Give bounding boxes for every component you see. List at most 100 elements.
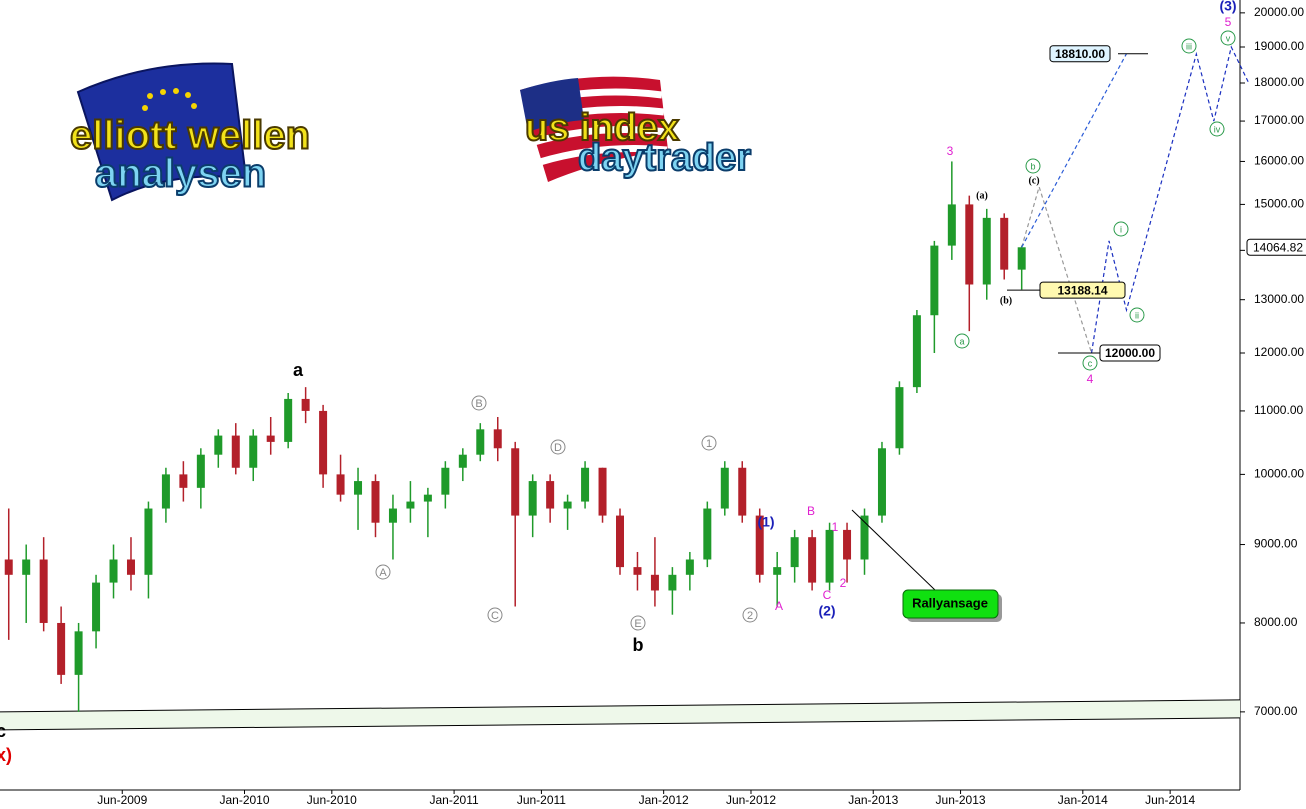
candle-body (1000, 217, 1009, 270)
support-line (0, 717, 1241, 731)
wave-circle (1181, 38, 1197, 54)
wave-label: i (1120, 224, 1122, 234)
y-tick-label: 8000.00 (1254, 615, 1298, 629)
candle-body (720, 467, 729, 509)
candle-body (423, 494, 432, 502)
level-box (1039, 281, 1126, 299)
x-tick-label: Jun-2012 (726, 793, 776, 807)
x-tick-label: Jan-2013 (848, 793, 898, 807)
y-tick-label: 12000.00 (1254, 345, 1304, 359)
wave-circle (471, 395, 487, 411)
wave-label: 3 (947, 144, 954, 158)
wave-label: c (1088, 358, 1093, 368)
candle-body (109, 559, 118, 583)
logo-text: analysen (95, 152, 266, 196)
wave-circle (630, 615, 646, 631)
wave-label: 2 (840, 576, 847, 590)
candle-body (354, 481, 363, 495)
logo-text: daytrader (578, 137, 751, 179)
candle-body (511, 448, 520, 516)
candle-body (179, 474, 188, 488)
wave-label: B (475, 398, 482, 410)
wave-label: b (1030, 161, 1035, 171)
wave-circle (1025, 158, 1041, 174)
wave-label: (1) (757, 514, 774, 530)
support-band (0, 699, 1240, 730)
candle-body (703, 508, 712, 560)
wave-label: C (491, 610, 499, 622)
candle-body (249, 435, 258, 468)
candle-body (790, 537, 799, 568)
candle-body (266, 435, 275, 442)
wave-circle (1209, 121, 1225, 137)
candle-body (39, 559, 48, 623)
candle-body (685, 559, 694, 575)
callout-text: Rallyansage (912, 595, 988, 610)
wave-circle (701, 435, 717, 451)
candle-body (808, 537, 817, 583)
wave-label: ii (1135, 310, 1139, 320)
candle-body (563, 501, 572, 509)
logo-text: elliott wellen (70, 114, 310, 158)
wave-label: a (293, 360, 304, 380)
y-tick-label: 11000.00 (1254, 403, 1303, 417)
candle-body (458, 454, 467, 468)
candle-body (843, 529, 852, 560)
x-tick-label: Jun-2014 (1145, 793, 1195, 807)
wave-circle (1129, 307, 1145, 323)
projection-line (1021, 53, 1128, 248)
y-tick-label: 16000.00 (1254, 154, 1304, 168)
wave-label: 2 (747, 610, 753, 622)
level-box (1099, 344, 1161, 362)
wave-label: (a) (976, 190, 988, 201)
wave-circle (1220, 30, 1236, 46)
candle-body (825, 529, 834, 583)
logo-text: us index (525, 107, 679, 149)
wave-circle (487, 607, 503, 623)
candle-body (161, 474, 170, 509)
wave-label: b (633, 635, 644, 655)
level-label: 18810.00 (1055, 47, 1105, 61)
candle-body (668, 574, 677, 591)
level-box (1246, 238, 1306, 256)
candle-body (895, 387, 904, 449)
candle-body (196, 454, 205, 488)
y-tick-label: 10000.00 (1254, 467, 1304, 481)
wave-label: (3) (1219, 0, 1236, 14)
x-tick-label: Jan-2014 (1058, 793, 1108, 807)
candle-body (930, 245, 939, 316)
candle-body (406, 501, 415, 509)
x-tick-label: Jan-2010 (219, 793, 269, 807)
wave-label: v (1226, 33, 1231, 43)
candle-body (74, 631, 83, 675)
candle-body (860, 515, 869, 560)
wave-circle (375, 564, 391, 580)
wave-circle (1082, 355, 1098, 371)
wave-label: A (379, 567, 387, 579)
candle-body (773, 567, 782, 575)
candle-body (57, 622, 66, 675)
candle-body (738, 467, 747, 516)
level-label: 13188.14 (1057, 283, 1107, 297)
candle-body (284, 398, 293, 442)
y-tick-label: 7000.00 (1254, 704, 1298, 718)
candle-body (301, 398, 310, 411)
callout-line (851, 509, 936, 591)
wave-label: 1 (706, 438, 712, 450)
wave-label: a (959, 336, 964, 346)
wave-label: iv (1214, 124, 1221, 134)
wave-circle (550, 439, 566, 455)
level-box (1049, 45, 1111, 63)
candle-body (126, 559, 135, 575)
wave-label: iii (1186, 41, 1192, 51)
x-tick-label: Jan-2011 (430, 793, 479, 807)
candle-body (476, 429, 485, 455)
candle-body (441, 467, 450, 495)
candle-body (912, 315, 921, 388)
wave-label: c (0, 721, 6, 741)
candle-body (982, 217, 991, 285)
y-tick-label: 15000.00 (1254, 197, 1304, 211)
candle-body (546, 481, 555, 509)
wave-label: 5 (1225, 15, 1232, 29)
